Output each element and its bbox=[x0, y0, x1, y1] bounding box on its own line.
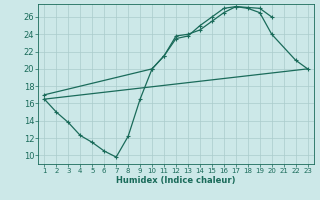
X-axis label: Humidex (Indice chaleur): Humidex (Indice chaleur) bbox=[116, 176, 236, 185]
